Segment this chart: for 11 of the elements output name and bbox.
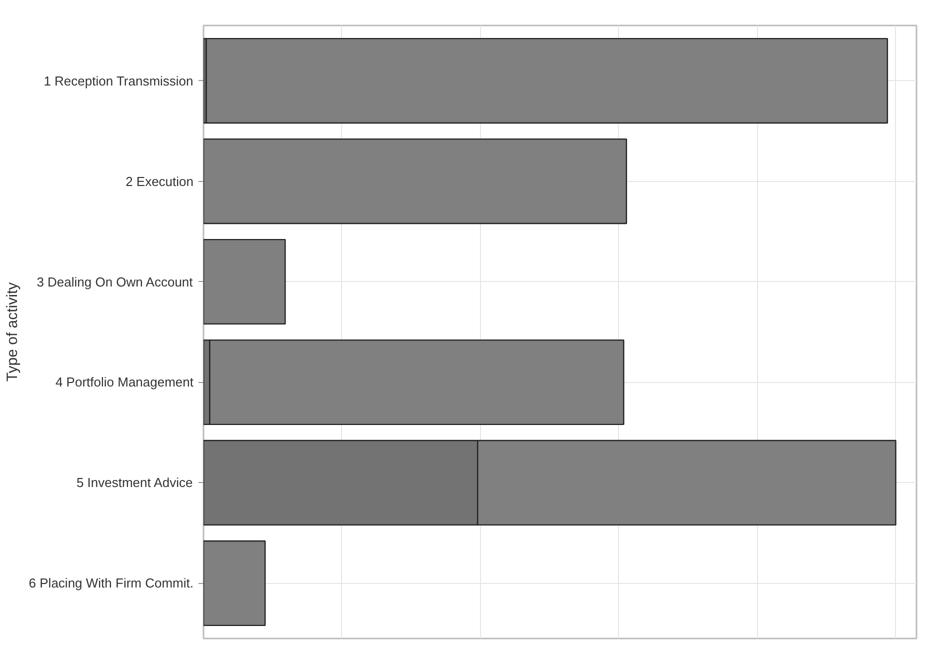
bar (204, 238, 286, 325)
y-tick-label: 3 Dealing On Own Account (36, 274, 194, 290)
y-tick-label: 1 Reception Transmission (44, 73, 194, 88)
y-tick-label: 6 Placing With Firm Commit. (28, 576, 194, 591)
bar (204, 540, 266, 626)
bar (206, 38, 888, 124)
y-tick-label: 2 Execution (126, 174, 194, 189)
bar (204, 138, 628, 224)
y-tick-label: 5 Investment Advice (76, 475, 193, 490)
y-tick-label: 4 Portfolio Management (55, 374, 194, 390)
y-axis-title: Type of activity (4, 282, 21, 382)
